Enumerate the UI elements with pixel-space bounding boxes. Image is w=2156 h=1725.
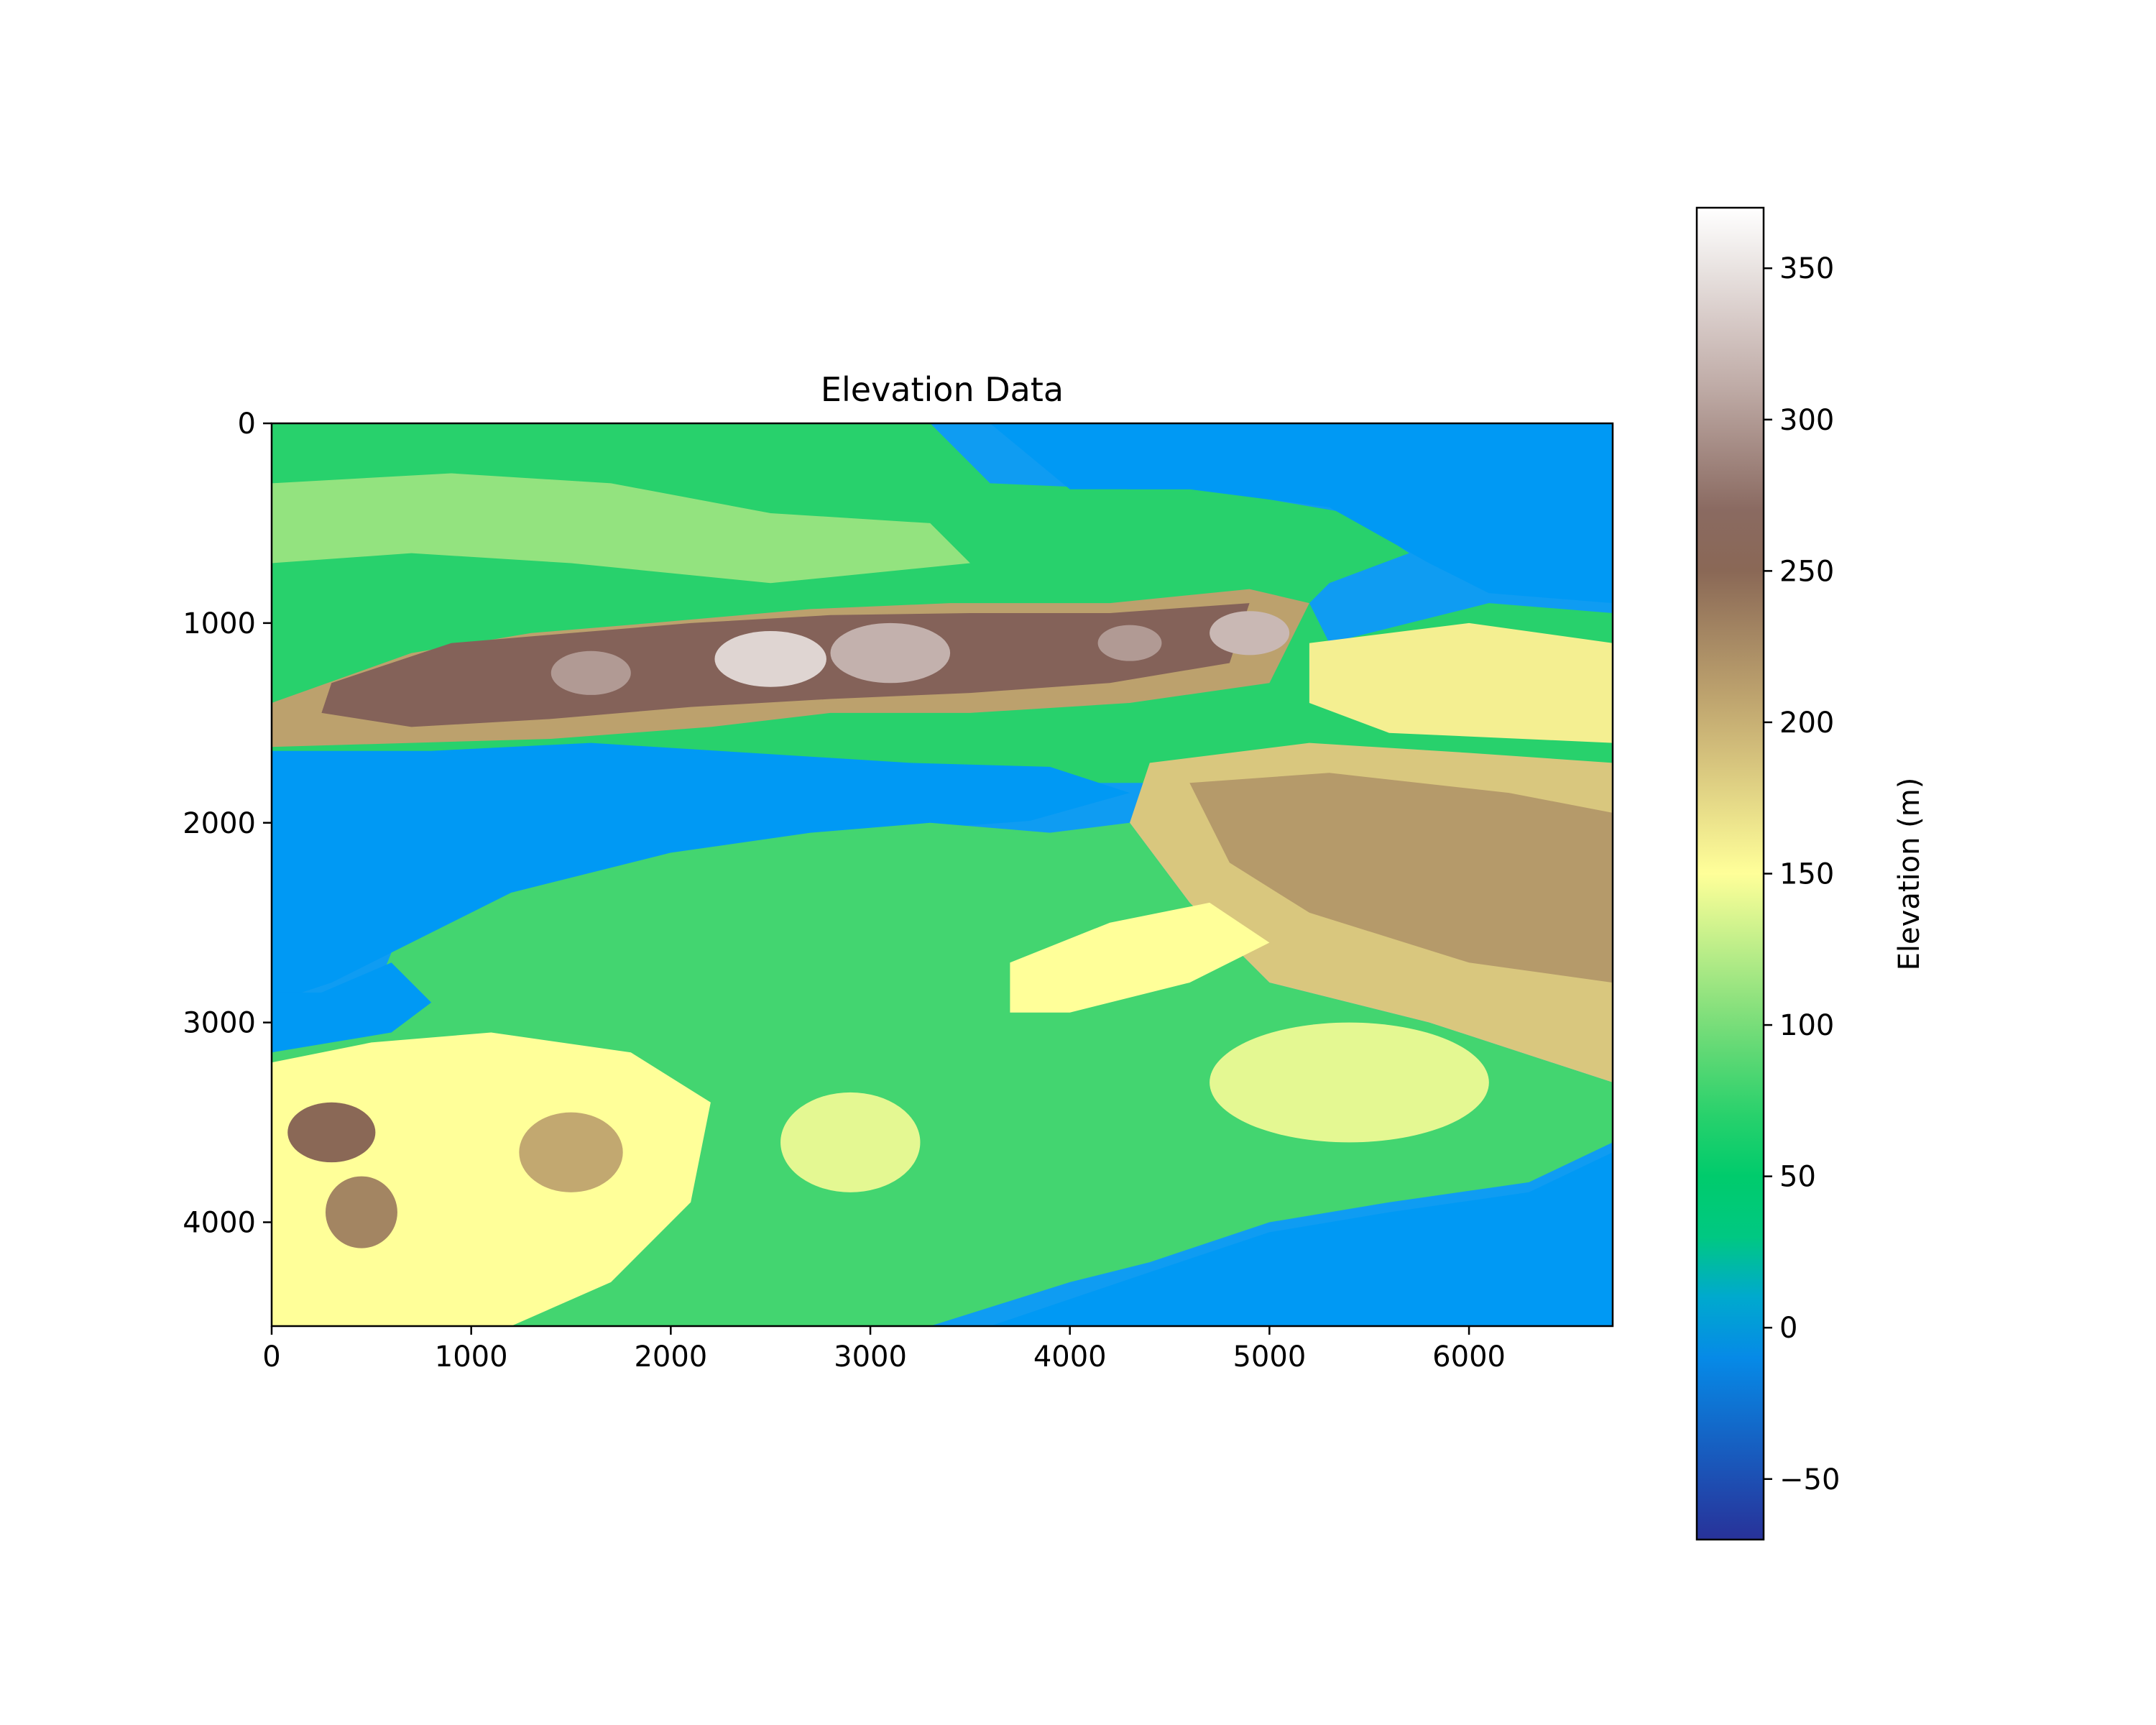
x-axis: 0 1000 2000 3000 4000 5000 6000	[262, 1326, 1506, 1374]
colorbar-tick-label: 50	[1779, 1161, 1816, 1194]
colorbar-tick-label: 250	[1779, 555, 1834, 588]
eastern-highland-core	[1189, 773, 1613, 983]
southwest-peak	[325, 1176, 397, 1248]
colorbar-tick-label: −50	[1779, 1463, 1840, 1496]
ridge-peak	[830, 622, 951, 684]
south-plateau	[780, 1092, 921, 1192]
colorbar-ticks: −50 0 50 100 150 200 250 300 350	[1764, 252, 1840, 1496]
ridge-peak	[550, 650, 631, 695]
colorbar-tick-label: 100	[1779, 1009, 1834, 1042]
y-tick-label: 1000	[183, 607, 256, 640]
northeast-sea	[990, 423, 1613, 604]
colorbar-tick-label: 200	[1779, 707, 1834, 740]
x-tick-label: 4000	[1033, 1340, 1107, 1374]
southwest-inlet	[272, 962, 432, 1053]
x-tick-label: 0	[262, 1340, 280, 1374]
colorbar-tick-label: 150	[1779, 858, 1834, 891]
southwest-hills	[272, 1032, 711, 1326]
colorbar-gradient	[1697, 208, 1764, 1540]
southwest-peak	[519, 1112, 623, 1192]
x-tick-label: 2000	[634, 1340, 707, 1374]
southern-ridge	[1010, 902, 1270, 1013]
y-tick-label: 3000	[183, 1007, 256, 1040]
plot-frame	[270, 422, 1614, 1328]
ridge-peak	[1210, 611, 1290, 656]
plot-area	[272, 423, 1613, 1326]
east-valley	[1309, 622, 1613, 743]
colorbar-tick-label: 0	[1779, 1312, 1797, 1345]
central-lake	[272, 742, 1130, 1003]
chart-title: Elevation Data	[821, 370, 1064, 409]
colorbar-label: Elevation (m)	[1893, 778, 1926, 971]
y-tick-label: 0	[238, 408, 256, 441]
colorbar: −50 0 50 100 150 200 250 300 350 Elevation (m)	[1695, 206, 1926, 1541]
x-tick-label: 1000	[435, 1340, 508, 1374]
terrain-layer	[272, 423, 1613, 1326]
north-upland	[272, 473, 970, 584]
y-axis: 0 1000 2000 3000 4000	[183, 408, 272, 1240]
y-tick-label: 2000	[183, 807, 256, 840]
y-tick-label: 4000	[183, 1207, 256, 1240]
ridge-peak	[1097, 625, 1162, 661]
ridge-peak	[714, 630, 826, 687]
southwest-peak	[287, 1102, 376, 1163]
south-plateau	[1210, 1022, 1489, 1143]
x-tick-label: 6000	[1432, 1340, 1506, 1374]
x-tick-label: 5000	[1233, 1340, 1306, 1374]
colorbar-tick-label: 350	[1779, 252, 1834, 285]
southern-sea	[990, 1152, 1613, 1326]
colorbar-tick-label: 300	[1779, 404, 1834, 437]
x-tick-label: 3000	[834, 1340, 907, 1374]
